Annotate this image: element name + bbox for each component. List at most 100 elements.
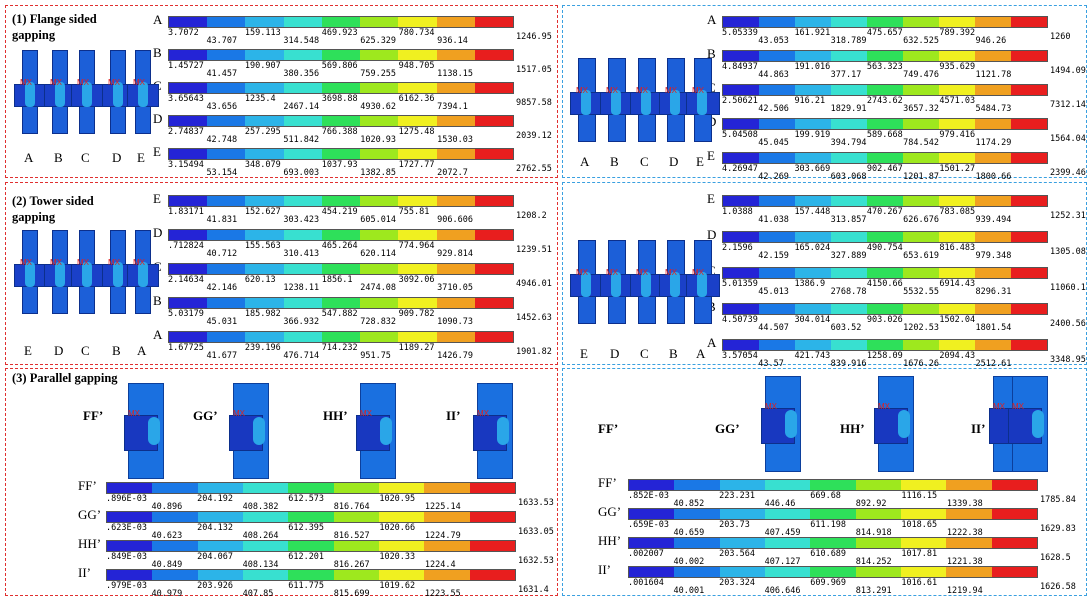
panel-3-title: (3) Parallel gapping (12, 371, 118, 385)
colorbar-segment (1011, 196, 1047, 206)
panel-flange-sided-left (5, 5, 558, 178)
colorbar-segment (795, 340, 831, 350)
colorbar-segment (764, 538, 811, 548)
stress-region (82, 81, 92, 108)
colorbar-segment (169, 83, 208, 93)
colorbar (168, 82, 514, 94)
tick-label-top: 1016.61 (901, 578, 938, 588)
tick-label-top: 199.919 (794, 130, 831, 140)
tick-label-bottom: 759.255 (360, 69, 397, 79)
stress-region (670, 89, 680, 116)
tick-label-bottom: 41.677 (206, 351, 238, 361)
tick-label-bottom: 407.459 (764, 528, 801, 538)
tick-label-end: 2039.12 (516, 131, 552, 141)
tick-label-bottom: 407.127 (764, 557, 801, 567)
tick-label-top: 3.15494 (168, 160, 204, 170)
colorbar-segment (946, 509, 992, 519)
tick-label-bottom: 394.794 (830, 138, 867, 148)
colorbar-segment (867, 196, 903, 206)
colorbar-segment (795, 119, 831, 129)
mx-marker: MX (233, 409, 245, 418)
colorbar-segment (855, 567, 901, 577)
stress-region (25, 81, 35, 108)
colorbar-segment (629, 509, 675, 519)
tick-label-top: 2.14634 (168, 275, 204, 285)
colorbar-segment (398, 149, 437, 159)
tick-label-bottom: 42.269 (758, 172, 789, 182)
colorbar-segment (795, 85, 831, 95)
colorbar-segment (197, 541, 243, 551)
colorbar (168, 195, 514, 207)
colorbar (628, 537, 1038, 549)
colorbar-segment (831, 340, 867, 350)
parallel-label: GG’ (715, 421, 740, 436)
colorbar (168, 229, 514, 241)
tick-label-end: 1260 (1050, 32, 1071, 42)
tick-label-top: .712824 (168, 241, 204, 251)
colorbar-segment (831, 17, 867, 27)
tick-label-top: 774.964 (398, 241, 435, 251)
stress-region (113, 261, 123, 288)
tick-label-top: 185.982 (244, 309, 281, 319)
tick-label-top: 2.74837 (168, 127, 204, 137)
colorbar-segment (719, 567, 765, 577)
colorbar-segment (867, 232, 903, 242)
tick-label-bottom: 408.134 (242, 560, 279, 570)
colorbar-segment (107, 541, 153, 551)
colorbar-segment (360, 264, 399, 274)
colorbar-segment (169, 116, 208, 126)
colorbar-segment (795, 51, 831, 61)
tick-label-bottom: 45.045 (758, 138, 789, 148)
tick-label-bottom: 40.002 (673, 557, 705, 567)
tick-label-bottom: 813.291 (855, 586, 892, 596)
tick-label-bottom: 1829.91 (830, 104, 867, 114)
model-label: C (640, 154, 649, 169)
tick-label-top: 4.50739 (722, 315, 758, 325)
colorbar-segment (360, 230, 399, 240)
colorbar-segment (903, 85, 939, 95)
stress-region (581, 89, 591, 116)
mx-marker: MX (108, 257, 120, 267)
tick-label-end: 1632.53 (518, 556, 554, 566)
tick-label-bottom: 1530.03 (437, 135, 473, 145)
tick-label-bottom: 939.494 (975, 215, 1012, 225)
colorbar-segment (939, 232, 975, 242)
colorbar (168, 49, 514, 61)
tick-label-end: 2762.55 (516, 164, 552, 174)
colorbar-segment (759, 340, 795, 350)
tick-label-top: 3092.06 (398, 275, 435, 285)
tick-label-top: .659E-03 (628, 520, 669, 530)
colorbar-segment (207, 332, 246, 342)
tick-label-bottom: 1339.38 (946, 499, 983, 509)
tick-label-bottom: 40.979 (151, 589, 183, 599)
tick-label-end: 1246.95 (516, 32, 552, 42)
colorbar-segment (723, 51, 759, 61)
colorbar-segment (474, 230, 513, 240)
colorbar-segment (245, 83, 284, 93)
bar-label: D (707, 227, 717, 242)
bar-label: II’ (598, 562, 611, 577)
tick-label-bottom: 892.92 (855, 499, 887, 509)
colorbar-segment (360, 83, 399, 93)
mx-marker: MX (878, 402, 890, 411)
model-label: D (112, 150, 122, 165)
tick-label-bottom: 42.159 (758, 251, 789, 261)
tick-label-top: 612.395 (288, 523, 325, 533)
tick-label-top: 5.04508 (722, 130, 758, 140)
colorbar-segment (169, 50, 208, 60)
model-label: D (669, 154, 679, 169)
colorbar-segment (939, 304, 975, 314)
stress-region (581, 271, 591, 298)
mx-marker: MX (576, 267, 588, 277)
panel-parallel-left (5, 368, 558, 596)
tick-label-bottom: 40.852 (673, 499, 705, 509)
mx-marker: MX (765, 402, 777, 411)
tick-label-top: 191.016 (794, 62, 831, 72)
stress-region (641, 271, 651, 298)
tick-label-end: 7312.14 (1050, 100, 1086, 110)
colorbar-segment (283, 83, 322, 93)
tick-label-bottom: 1090.73 (437, 317, 473, 327)
bar-label: B (153, 293, 162, 308)
tick-label-top: 1.83171 (168, 207, 204, 217)
model-label: B (112, 343, 121, 358)
